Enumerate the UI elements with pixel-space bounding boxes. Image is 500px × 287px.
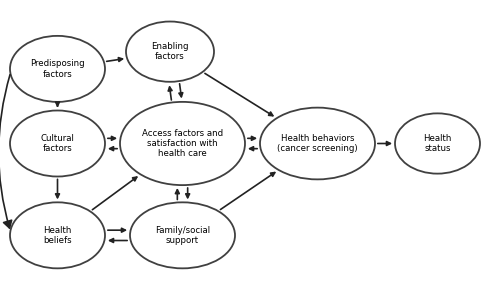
FancyArrowPatch shape [0, 75, 12, 228]
Text: Predisposing
factors: Predisposing factors [30, 59, 85, 79]
Ellipse shape [10, 110, 105, 177]
Text: Access factors and
satisfaction with
health care: Access factors and satisfaction with hea… [142, 129, 223, 158]
Text: Health
status: Health status [424, 134, 452, 153]
Text: Health
beliefs: Health beliefs [43, 226, 72, 245]
Ellipse shape [130, 202, 235, 268]
Ellipse shape [395, 113, 480, 174]
Text: Enabling
factors: Enabling factors [151, 42, 189, 61]
Ellipse shape [10, 202, 105, 268]
Ellipse shape [120, 102, 245, 185]
Ellipse shape [10, 36, 105, 102]
Text: Health behaviors
(cancer screening): Health behaviors (cancer screening) [277, 134, 358, 153]
Text: Family/social
support: Family/social support [155, 226, 210, 245]
Ellipse shape [260, 108, 375, 179]
Ellipse shape [126, 22, 214, 82]
Text: Cultural
factors: Cultural factors [40, 134, 74, 153]
